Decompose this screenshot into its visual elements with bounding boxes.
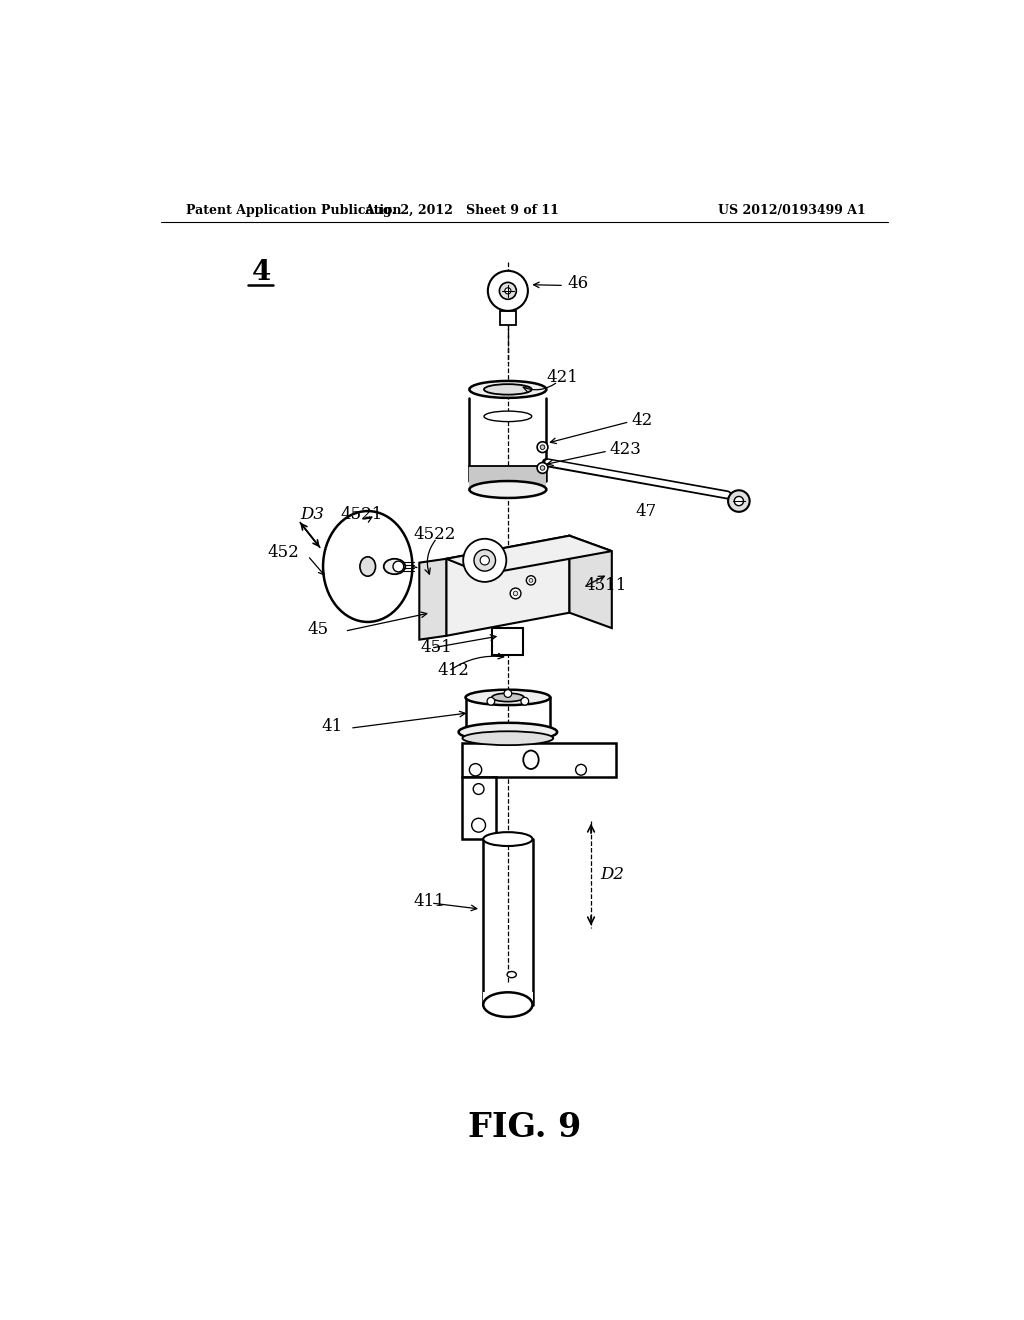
Circle shape	[487, 697, 495, 705]
Circle shape	[510, 589, 521, 599]
Circle shape	[526, 576, 536, 585]
Circle shape	[538, 442, 548, 453]
Text: 423: 423	[609, 441, 641, 458]
Text: 41: 41	[322, 718, 343, 735]
Text: 46: 46	[567, 275, 588, 292]
Bar	[493, 628, 523, 655]
Bar	[469, 466, 547, 490]
Circle shape	[541, 445, 545, 449]
Circle shape	[734, 496, 743, 506]
Ellipse shape	[463, 731, 553, 744]
Text: 412: 412	[437, 661, 469, 678]
Circle shape	[521, 697, 528, 705]
Text: D3: D3	[300, 506, 324, 523]
Text: FIG. 9: FIG. 9	[468, 1110, 582, 1143]
Text: 4522: 4522	[414, 525, 457, 543]
Text: 4: 4	[252, 259, 271, 286]
Circle shape	[393, 561, 403, 572]
Text: Aug. 2, 2012   Sheet 9 of 11: Aug. 2, 2012 Sheet 9 of 11	[365, 205, 559, 218]
Text: 451: 451	[420, 639, 452, 656]
Bar	[469, 396, 547, 483]
Circle shape	[513, 591, 518, 595]
Circle shape	[472, 818, 485, 832]
Bar	[500, 312, 515, 325]
Ellipse shape	[469, 381, 547, 397]
Ellipse shape	[384, 558, 406, 574]
Text: 42: 42	[631, 412, 652, 429]
Circle shape	[487, 271, 528, 312]
Polygon shape	[569, 536, 611, 628]
Text: US 2012/0193499 A1: US 2012/0193499 A1	[718, 205, 866, 218]
Ellipse shape	[483, 993, 532, 1016]
Text: 452: 452	[267, 544, 299, 561]
Circle shape	[529, 578, 532, 582]
Bar	[462, 743, 615, 777]
Text: 4511: 4511	[585, 577, 628, 594]
Ellipse shape	[507, 972, 516, 978]
Ellipse shape	[459, 723, 557, 742]
Ellipse shape	[359, 557, 376, 577]
Circle shape	[505, 288, 511, 294]
Text: 4521: 4521	[340, 506, 382, 523]
Circle shape	[538, 462, 548, 474]
Circle shape	[541, 466, 545, 470]
Ellipse shape	[523, 751, 539, 770]
Ellipse shape	[483, 832, 532, 846]
Circle shape	[728, 490, 750, 512]
Polygon shape	[446, 536, 611, 574]
Circle shape	[473, 784, 484, 795]
Polygon shape	[446, 536, 569, 636]
Circle shape	[480, 556, 489, 565]
Circle shape	[500, 282, 516, 300]
Bar	[483, 993, 532, 1005]
Text: Patent Application Publication: Patent Application Publication	[186, 205, 401, 218]
Ellipse shape	[484, 384, 531, 395]
Ellipse shape	[484, 411, 531, 421]
Ellipse shape	[466, 689, 550, 705]
Text: 45: 45	[307, 622, 329, 638]
Text: 421: 421	[547, 370, 579, 387]
Text: 411: 411	[414, 892, 445, 909]
Polygon shape	[419, 558, 446, 640]
Ellipse shape	[492, 693, 524, 702]
Circle shape	[463, 539, 506, 582]
Circle shape	[575, 764, 587, 775]
Text: 47: 47	[636, 503, 657, 520]
Bar	[466, 697, 550, 733]
Ellipse shape	[323, 511, 413, 622]
Bar	[462, 777, 497, 840]
Circle shape	[469, 763, 481, 776]
Text: D2: D2	[600, 866, 625, 883]
Circle shape	[474, 549, 496, 572]
Ellipse shape	[469, 480, 547, 498]
Circle shape	[504, 689, 512, 697]
